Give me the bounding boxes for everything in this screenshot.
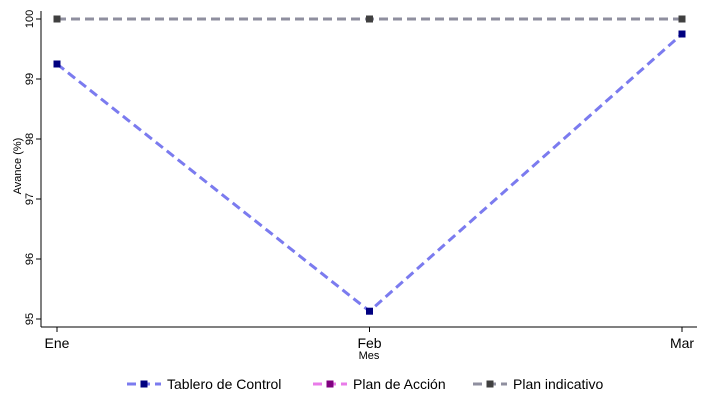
- legend-label: Plan de Acción: [353, 376, 446, 392]
- y-tick-label: 95: [24, 313, 36, 325]
- legend-marker: [140, 380, 148, 388]
- data-point-marker: [678, 15, 686, 23]
- data-point-marker: [366, 307, 373, 315]
- x-tick-label: Mar: [670, 335, 694, 351]
- legend-marker: [326, 380, 334, 388]
- series-line: [56, 32, 683, 314]
- legend-label: Plan indicativo: [513, 376, 603, 392]
- x-tick-label: Ene: [45, 335, 70, 351]
- axes: [40, 11, 697, 328]
- y-axis-label: Avance (%): [12, 138, 24, 195]
- x-axis-label: Mes: [359, 350, 380, 362]
- y-tick-label: 98: [24, 133, 36, 145]
- y-tick-label: 97: [24, 193, 36, 205]
- legend-label: Tablero de Control: [167, 376, 281, 392]
- y-tick-label: 99: [24, 73, 36, 85]
- y-ticks: 95 96 97 98 99 100: [24, 10, 41, 325]
- x-tick-label: Feb: [357, 335, 381, 351]
- data-point-marker: [53, 15, 61, 23]
- y-tick-label: 100: [24, 10, 36, 28]
- data-point-marker: [53, 60, 61, 68]
- series-group: [53, 15, 686, 315]
- y-tick-label: 96: [24, 253, 36, 265]
- legend: Tablero de Control Plan de Acción Plan ind…: [127, 376, 603, 392]
- data-point-marker: [366, 15, 373, 23]
- x-ticks: Ene Feb Mar: [45, 327, 694, 351]
- legend-marker: [486, 380, 494, 388]
- data-point-marker: [678, 30, 686, 38]
